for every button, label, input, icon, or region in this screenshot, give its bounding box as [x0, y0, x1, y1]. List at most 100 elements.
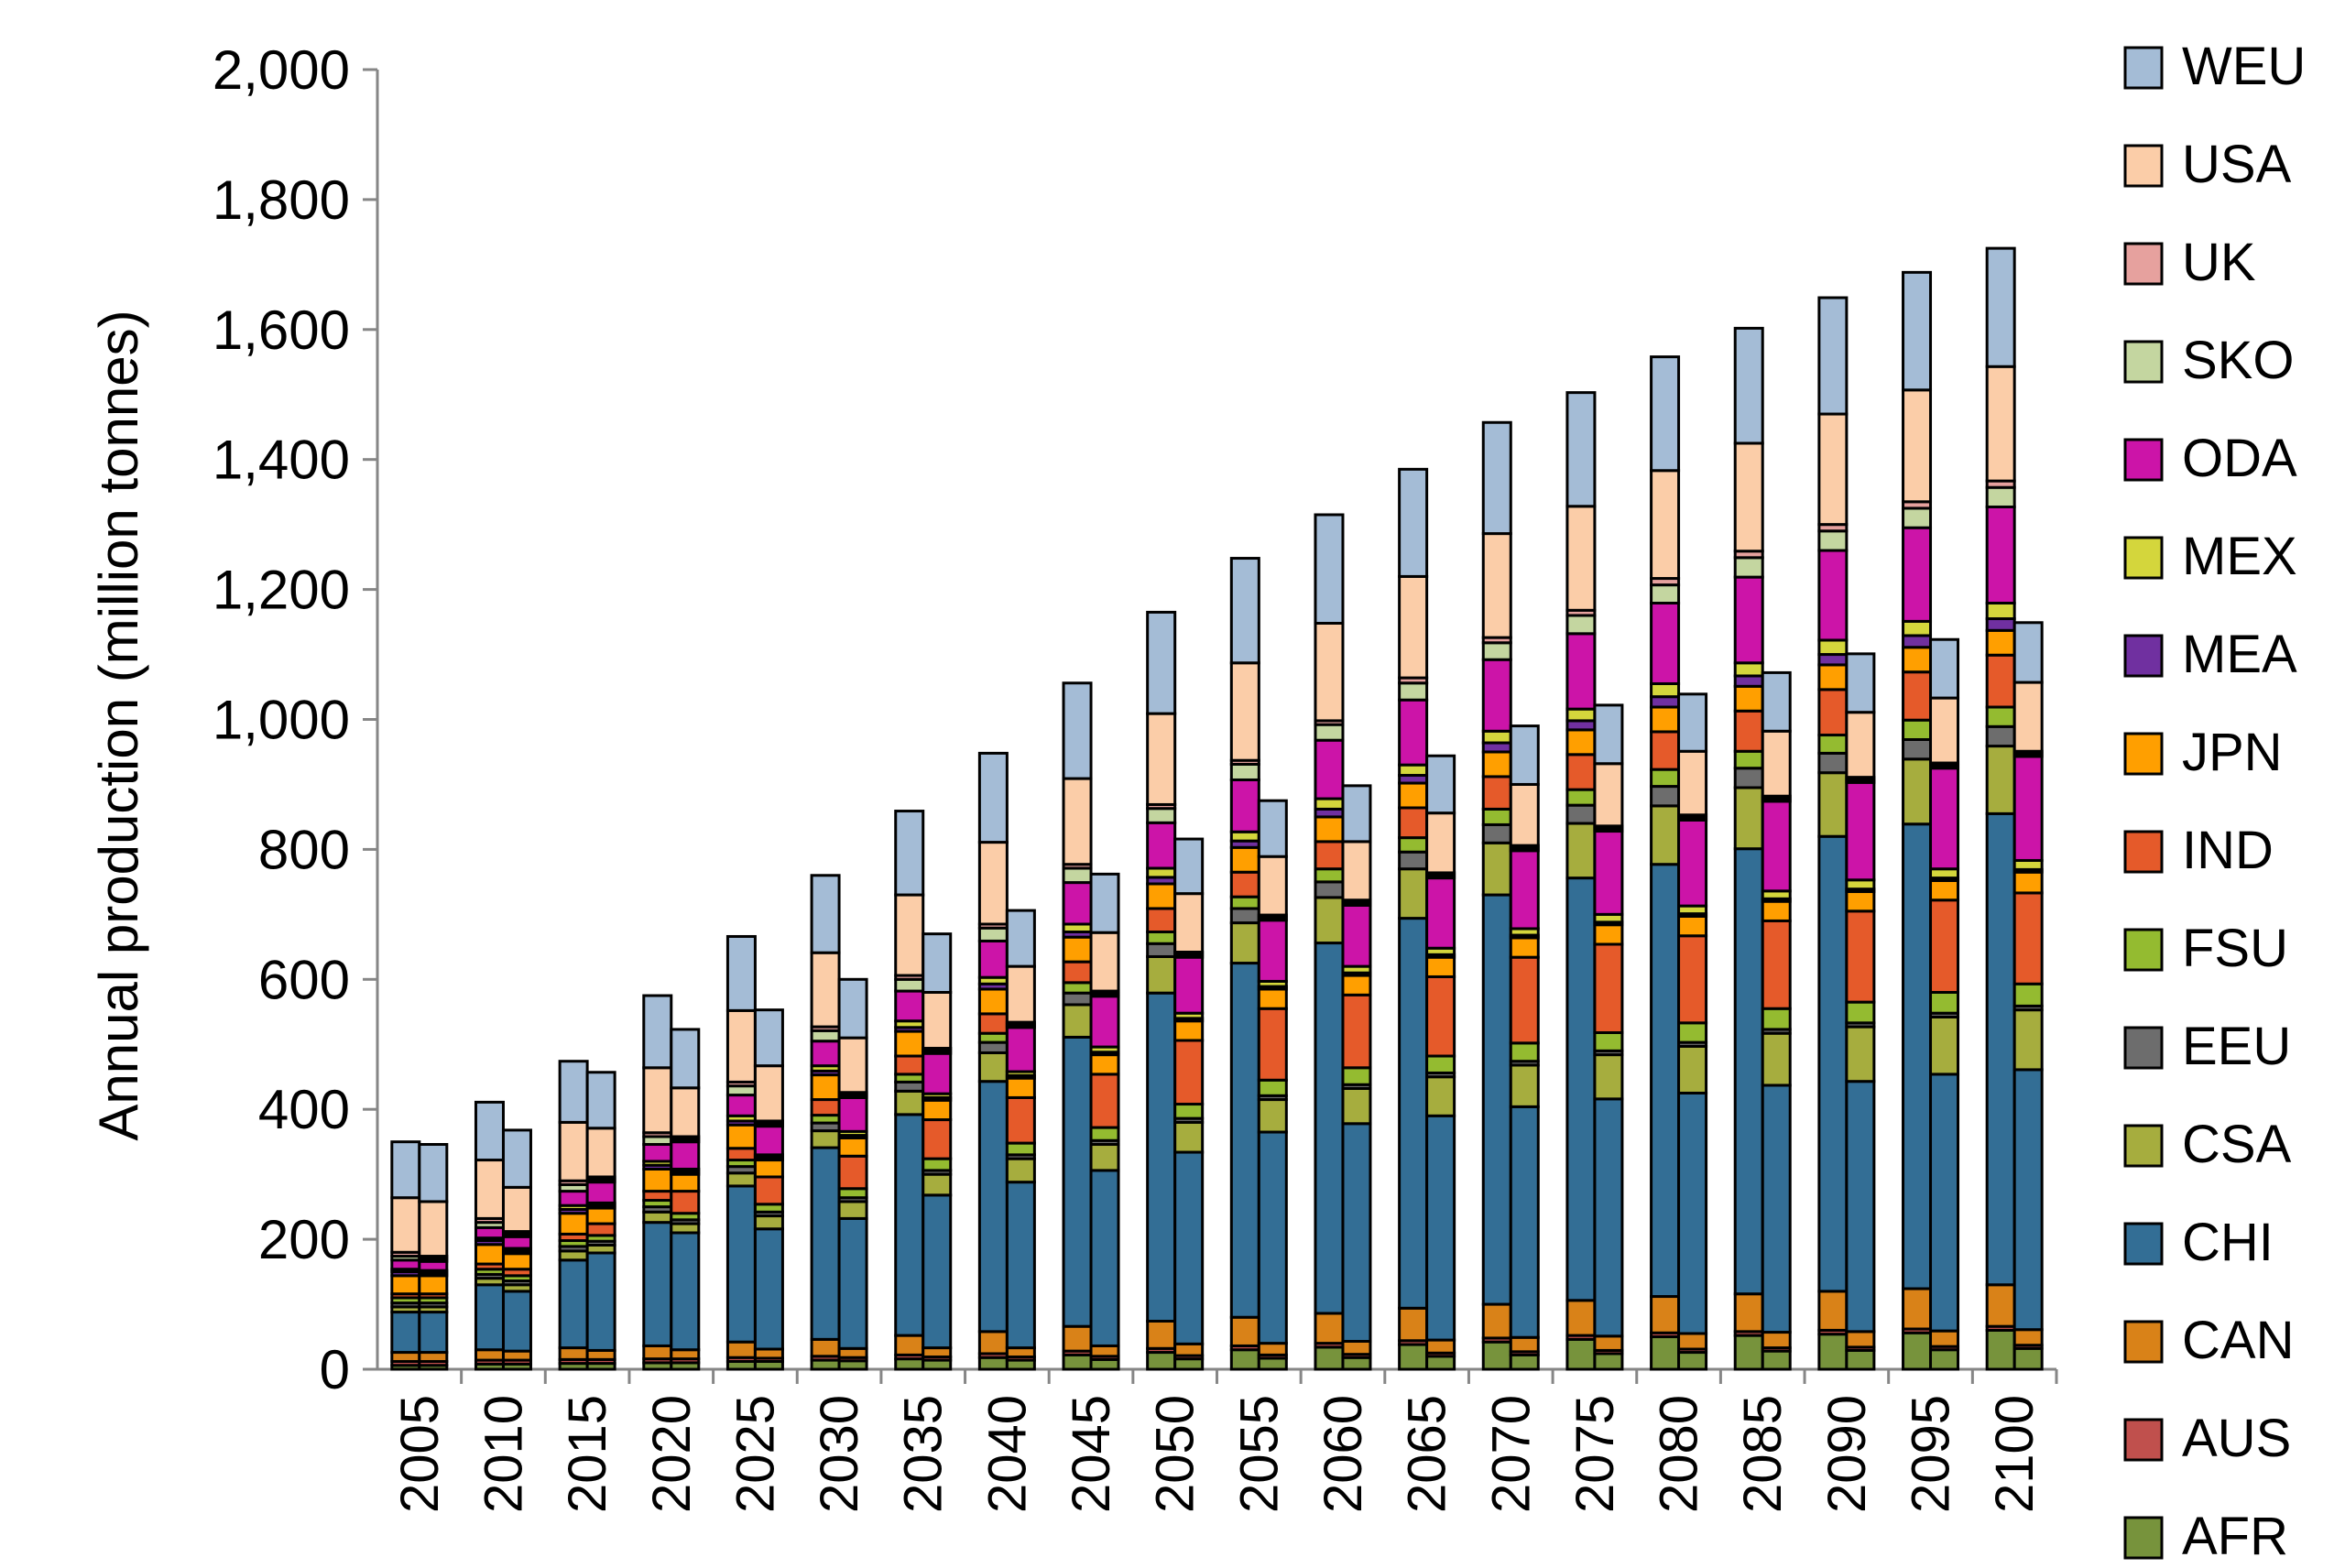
bar-segment-ind-2055-a	[1229, 870, 1260, 898]
bar-segment-eeu-2065-a	[1398, 850, 1429, 871]
x-tick-label: 2085	[1733, 1395, 1793, 1513]
legend-label-jpn: JPN	[2182, 723, 2283, 782]
bar-segment-csa-2060-a	[1314, 896, 1345, 945]
bar-segment-usa-2040-a	[977, 841, 1009, 926]
bar-segment-oda-2080-a	[1650, 601, 1681, 685]
bar-segment-csa-2030-a	[810, 1129, 841, 1149]
bar-segment-weu-2085-a	[1733, 326, 1764, 445]
bar-segment-oda-2075-a	[1565, 632, 1597, 711]
bar-segment-ind-2040-a	[977, 1012, 1009, 1035]
y-tick-label: 200	[258, 1209, 350, 1270]
bar-segment-oda-2020-a	[642, 1143, 673, 1163]
bar-segment-mex-2060-a	[1314, 797, 1345, 811]
bar-segment-weu-2005-b	[418, 1143, 449, 1203]
bar-segment-csa-2045-b	[1089, 1143, 1120, 1172]
bar-segment-mex-2075-a	[1565, 707, 1597, 723]
y-axis-title: Annual production (million tonnes)	[88, 310, 149, 1140]
bar-segment-csa-2070-a	[1481, 841, 1512, 897]
bar-segment-usa-2090-b	[1845, 711, 1876, 779]
bar-segment-usa-2055-a	[1229, 661, 1260, 762]
bar-segment-afr-2085-b	[1761, 1349, 1792, 1371]
bar-segment-csa-2095-a	[1902, 757, 1933, 826]
bar-segment-weu-2100-b	[2012, 621, 2044, 684]
bar-segment-sko-2090-a	[1817, 529, 1849, 552]
x-tick-label: 2095	[1902, 1395, 1961, 1513]
bar-segment-weu-2100-a	[1985, 246, 2016, 368]
bar-segment-afr-2050-a	[1146, 1351, 1177, 1371]
bar-segment-afr-2045-b	[1089, 1357, 1120, 1371]
bar-segment-jpn-2075-b	[1593, 923, 1624, 946]
x-tick-label: 2030	[810, 1395, 869, 1513]
bar-segment-csa-2075-b	[1593, 1053, 1624, 1101]
bar-segment-jpn-2050-b	[1173, 1019, 1205, 1042]
bar-segment-can-2090-a	[1817, 1290, 1849, 1332]
bar-segment-oda-2055-b	[1257, 919, 1288, 983]
bar-segment-usa-2070-b	[1509, 782, 1540, 847]
bar-segment-jpn-2070-b	[1509, 936, 1540, 959]
legend-label-weu: WEU	[2182, 37, 2306, 96]
bar-segment-oda-2070-a	[1481, 658, 1512, 733]
bar-segment-afr-2090-a	[1817, 1333, 1849, 1371]
legend-label-chi: CHI	[2182, 1213, 2274, 1272]
bar-segment-sko-2095-a	[1902, 506, 1933, 529]
bar-segment-chi-2065-b	[1425, 1114, 1456, 1342]
bar-segment-csa-2055-b	[1257, 1098, 1288, 1134]
bar-segment-weu-2095-b	[1929, 637, 1960, 700]
bar-segment-can-2065-a	[1398, 1306, 1429, 1343]
bar-segment-usa-2055-b	[1257, 855, 1288, 917]
bar-segment-usa-2095-b	[1929, 696, 1960, 765]
bar-segment-ind-2085-a	[1733, 709, 1764, 753]
bar-segment-jpn-2015-a	[558, 1212, 589, 1236]
bar-segment-can-2055-b	[1257, 1342, 1288, 1356]
bar-segment-jpn-2055-a	[1229, 845, 1260, 874]
bar-segment-can-2080-a	[1650, 1295, 1681, 1334]
bar-segment-ind-2090-b	[1845, 909, 1876, 1004]
bar-segment-mex-2095-a	[1902, 619, 1933, 637]
bar-segment-afr-2035-a	[894, 1357, 925, 1371]
legend-swatch-chi	[2123, 1222, 2164, 1266]
bar-segment-eeu-2050-a	[1146, 942, 1177, 958]
bar-segment-can-2060-b	[1341, 1339, 1372, 1356]
bar-segment-mea-2100-a	[1985, 617, 2016, 632]
bar-segment-fsu-2085-b	[1761, 1007, 1792, 1031]
y-tick-label: 0	[320, 1339, 350, 1400]
bar-segment-can-2075-b	[1593, 1334, 1624, 1352]
bar-segment-fsu-2050-a	[1146, 931, 1177, 945]
bar-segment-eeu-2075-a	[1565, 803, 1597, 825]
legend-label-mex: MEX	[2182, 527, 2297, 586]
bar-segment-usa-2025-a	[725, 1008, 757, 1083]
y-tick-label: 600	[258, 949, 350, 1010]
bar-segment-weu-2035-b	[922, 932, 953, 994]
bar-segment-chi-2030-a	[810, 1146, 841, 1341]
bar-segment-usa-2085-a	[1733, 441, 1764, 553]
bar-segment-chi-2050-b	[1173, 1150, 1205, 1345]
bar-segment-csa-2020-a	[642, 1210, 673, 1225]
bar-segment-ind-2030-b	[837, 1154, 868, 1191]
bar-segment-jpn-2045-a	[1062, 935, 1093, 964]
bar-segment-chi-2055-b	[1257, 1130, 1288, 1345]
bar-segment-afr-2060-b	[1341, 1356, 1372, 1371]
bar-segment-jpn-2035-a	[894, 1029, 925, 1058]
bar-segment-usa-2040-b	[1005, 964, 1036, 1024]
bar-segment-oda-2010-a	[474, 1225, 505, 1240]
axes	[363, 68, 2058, 1384]
bar-segment-mex-2100-a	[1985, 601, 2016, 621]
bar-segment-chi-2100-a	[1985, 811, 2016, 1287]
bar-segment-usa-2060-b	[1341, 840, 1372, 902]
bar-segment-jpn-2025-a	[725, 1123, 757, 1150]
bar-segment-can-2075-a	[1565, 1299, 1597, 1337]
bar-segment-oda-2100-a	[1985, 505, 2016, 604]
bar-segment-afr-2065-a	[1398, 1343, 1429, 1371]
bar-segment-eeu-2090-a	[1817, 751, 1849, 775]
bar-segment-chi-2070-b	[1509, 1105, 1540, 1339]
x-tick-labels: 2005 2010 2015 2020 2025 2030 2035 2040 2045 2050…	[390, 1395, 2045, 1513]
bar-segment-weu-2015-b	[585, 1071, 616, 1130]
x-tick-label: 2065	[1398, 1395, 1457, 1513]
bar-segment-fsu-2085-a	[1733, 749, 1764, 770]
bar-segment-usa-2080-a	[1650, 469, 1681, 581]
bar-segment-usa-2005-a	[390, 1196, 421, 1254]
legend-label-afr: AFR	[2182, 1507, 2288, 1563]
bar-segment-chi-2035-a	[894, 1113, 925, 1337]
legend-swatch-can	[2123, 1320, 2164, 1364]
bar-segment-jpn-2005-b	[418, 1274, 449, 1296]
